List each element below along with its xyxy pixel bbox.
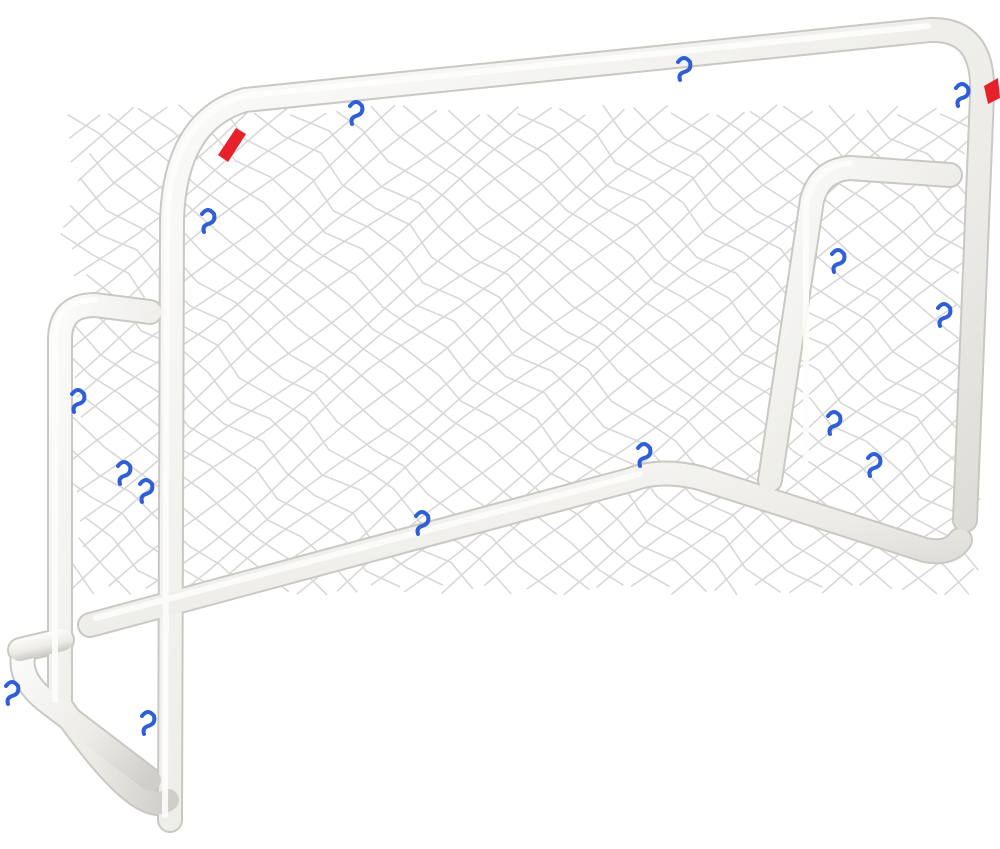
net-strand [177, 104, 778, 596]
net-strand [76, 106, 553, 493]
clip-icon [140, 710, 157, 736]
clip-icon [138, 478, 155, 504]
net-strand [74, 104, 396, 379]
net-strand [336, 107, 937, 592]
net-strand [821, 469, 980, 594]
net-strand [714, 370, 979, 592]
net-strand [754, 417, 959, 586]
net-strand [212, 110, 814, 589]
clip-icon [676, 56, 693, 82]
net-strand [716, 114, 987, 332]
tape-icon [984, 78, 1000, 104]
net-strand [54, 470, 211, 586]
clip-icon [936, 302, 953, 328]
clip-icon [4, 680, 21, 706]
clip-icon [200, 208, 217, 234]
clip-icon [414, 510, 431, 536]
net-strand [65, 104, 669, 595]
net-strand [517, 112, 972, 475]
clip-icon [348, 100, 365, 126]
net-strand [253, 112, 853, 586]
net-strand [447, 109, 959, 515]
net-strand [296, 105, 899, 595]
goal-frame [7, 16, 996, 833]
net-strand [65, 351, 358, 593]
net-strand [483, 201, 970, 587]
net-strand [602, 104, 958, 394]
net-strand [70, 561, 95, 595]
net-strand [137, 107, 738, 596]
net-strand [64, 106, 519, 466]
net-strand [944, 567, 975, 596]
net-strand [866, 109, 981, 211]
net-strand [63, 441, 244, 588]
net-strand [670, 351, 977, 596]
clip-icon [830, 248, 847, 274]
clip-icon [70, 388, 87, 414]
clip-icon [826, 410, 843, 436]
tape-markers [218, 78, 1000, 162]
net-strand [486, 113, 966, 494]
net-strand [77, 537, 132, 595]
net-strand [80, 113, 481, 418]
clip-icon [116, 460, 133, 486]
tape-icon [218, 128, 246, 162]
net-strand [749, 110, 960, 274]
clip-icon [954, 82, 971, 108]
net-strand [526, 225, 974, 590]
net-strand [402, 104, 980, 571]
net-strand [253, 113, 856, 587]
net-strand [81, 395, 328, 596]
net-strand [145, 111, 746, 590]
clip-icon [636, 442, 653, 468]
net-strand [670, 112, 977, 353]
net-strand [70, 106, 135, 163]
net-strand [68, 114, 101, 139]
net-strand [78, 112, 327, 306]
net-strand [76, 109, 438, 398]
net-clips [4, 56, 971, 736]
net-strand [630, 330, 972, 588]
net-strand [558, 107, 979, 452]
net-strand [788, 441, 973, 594]
clip-icon [866, 452, 883, 478]
net-strand [222, 107, 823, 588]
net-strand [896, 113, 966, 155]
